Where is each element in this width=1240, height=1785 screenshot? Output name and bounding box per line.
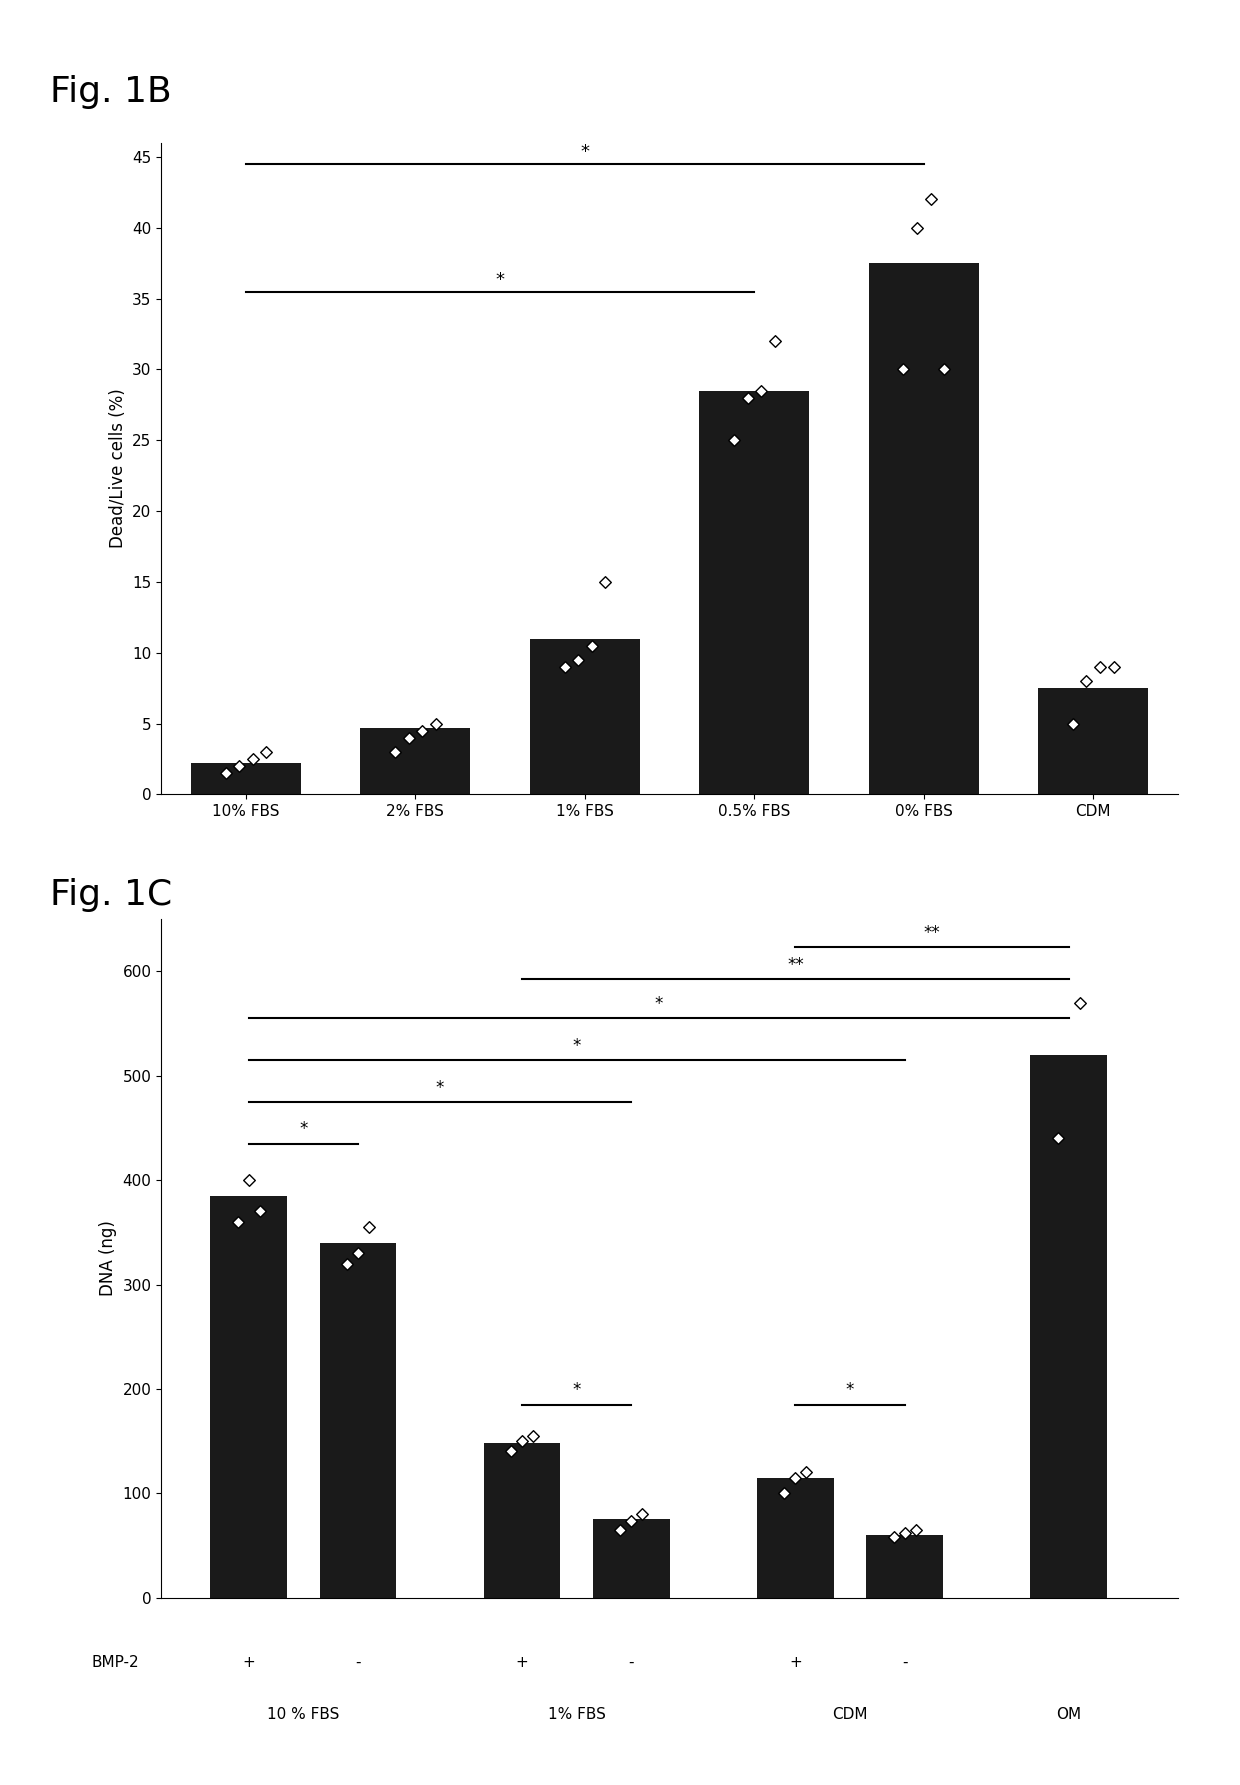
Point (1104, 653, 1123, 682)
Bar (699, 391, 810, 794)
Point (337, 1250, 357, 1278)
Point (257, 737, 277, 766)
Bar (191, 764, 301, 794)
Point (1048, 1125, 1068, 1153)
Text: *: * (655, 996, 663, 1014)
Point (1090, 653, 1110, 682)
Point (239, 1166, 259, 1194)
Point (582, 632, 601, 660)
Point (895, 1519, 915, 1548)
Point (765, 327, 785, 355)
Point (751, 377, 771, 405)
Point (399, 723, 419, 751)
Bar (484, 1442, 560, 1598)
Text: BMP-2: BMP-2 (92, 1655, 139, 1671)
Text: Fig. 1C: Fig. 1C (50, 878, 172, 912)
Bar (361, 728, 470, 794)
Bar (529, 639, 640, 794)
Point (796, 1458, 816, 1487)
Point (738, 384, 758, 412)
Point (884, 1523, 904, 1551)
Point (1063, 709, 1083, 737)
Point (501, 1437, 521, 1465)
Point (920, 186, 940, 214)
Text: *: * (846, 1382, 854, 1399)
Point (249, 1198, 269, 1226)
Text: **: ** (924, 925, 940, 942)
Bar (211, 1196, 286, 1598)
Point (229, 751, 249, 780)
Point (412, 716, 432, 744)
Point (386, 737, 405, 766)
Point (554, 653, 574, 682)
Point (894, 355, 914, 384)
Text: *: * (573, 1382, 580, 1399)
Y-axis label: Dead/Live cells (%): Dead/Live cells (%) (109, 389, 126, 548)
Bar (758, 1478, 833, 1598)
Point (523, 1421, 543, 1449)
Text: CDM: CDM (832, 1706, 868, 1723)
Text: -: - (355, 1655, 361, 1671)
Point (785, 1464, 805, 1492)
Text: -: - (629, 1655, 634, 1671)
Text: Fig. 1B: Fig. 1B (50, 75, 171, 109)
Text: *: * (573, 1037, 580, 1055)
Bar (869, 262, 978, 794)
Point (905, 1515, 925, 1544)
Point (243, 744, 263, 773)
Point (621, 1507, 641, 1535)
Text: *: * (580, 143, 589, 161)
Text: +: + (242, 1655, 255, 1671)
Point (724, 427, 744, 455)
Point (595, 568, 615, 596)
Point (1070, 989, 1090, 1017)
Bar (320, 1242, 397, 1598)
Point (610, 1515, 630, 1544)
Text: +: + (516, 1655, 528, 1671)
Point (632, 1499, 652, 1528)
Text: +: + (789, 1655, 802, 1671)
Text: *: * (496, 271, 505, 289)
Bar (593, 1519, 670, 1598)
Bar (867, 1535, 942, 1598)
Point (216, 759, 236, 787)
Point (425, 709, 445, 737)
Text: 10 % FBS: 10 % FBS (267, 1706, 340, 1723)
Y-axis label: DNA (ng): DNA (ng) (99, 1221, 117, 1296)
Point (360, 1212, 379, 1241)
Text: *: * (299, 1121, 308, 1139)
Text: *: * (435, 1078, 444, 1096)
Point (775, 1480, 795, 1508)
Point (348, 1239, 368, 1267)
Point (1076, 668, 1096, 696)
Bar (1030, 1055, 1107, 1598)
Point (228, 1208, 248, 1237)
Point (512, 1426, 532, 1455)
Point (934, 355, 954, 384)
Point (568, 646, 588, 675)
Text: OM: OM (1056, 1706, 1081, 1723)
Point (908, 214, 928, 243)
Text: -: - (901, 1655, 908, 1671)
Bar (1038, 687, 1148, 794)
Text: 1% FBS: 1% FBS (548, 1706, 605, 1723)
Text: **: ** (787, 955, 804, 973)
